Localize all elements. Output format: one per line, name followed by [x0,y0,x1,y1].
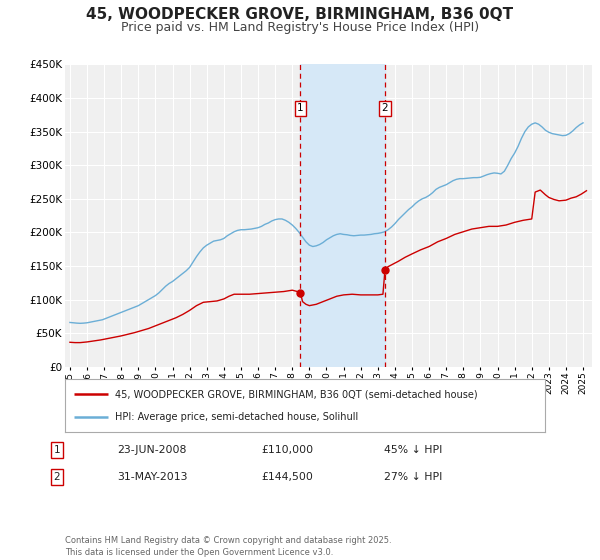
Text: 2: 2 [382,103,388,113]
Text: HPI: Average price, semi-detached house, Solihull: HPI: Average price, semi-detached house,… [115,412,358,422]
Text: Price paid vs. HM Land Registry's House Price Index (HPI): Price paid vs. HM Land Registry's House … [121,21,479,34]
Text: 27% ↓ HPI: 27% ↓ HPI [384,472,442,482]
Text: 2: 2 [53,472,61,482]
Text: 23-JUN-2008: 23-JUN-2008 [117,445,187,455]
Bar [301,64,385,367]
Text: 1: 1 [297,103,304,113]
Text: 45% ↓ HPI: 45% ↓ HPI [384,445,442,455]
Text: £110,000: £110,000 [261,445,313,455]
Text: £144,500: £144,500 [261,472,313,482]
Text: 45, WOODPECKER GROVE, BIRMINGHAM, B36 0QT: 45, WOODPECKER GROVE, BIRMINGHAM, B36 0Q… [86,7,514,22]
Text: Contains HM Land Registry data © Crown copyright and database right 2025.
This d: Contains HM Land Registry data © Crown c… [65,536,391,557]
Text: 31-MAY-2013: 31-MAY-2013 [117,472,187,482]
Text: 45, WOODPECKER GROVE, BIRMINGHAM, B36 0QT (semi-detached house): 45, WOODPECKER GROVE, BIRMINGHAM, B36 0Q… [115,389,478,399]
Text: 1: 1 [53,445,61,455]
